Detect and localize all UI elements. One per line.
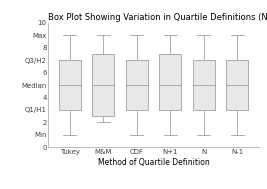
Text: Box Plot Showing Variation in Quartile Definitions (N=9): Box Plot Showing Variation in Quartile D… (48, 13, 267, 22)
Bar (126, 60, 148, 110)
Bar (159, 54, 181, 110)
Bar (193, 60, 215, 110)
X-axis label: Method of Quartile Definition: Method of Quartile Definition (98, 158, 209, 167)
Bar (92, 54, 114, 116)
Bar (59, 60, 81, 110)
Bar (226, 60, 248, 110)
